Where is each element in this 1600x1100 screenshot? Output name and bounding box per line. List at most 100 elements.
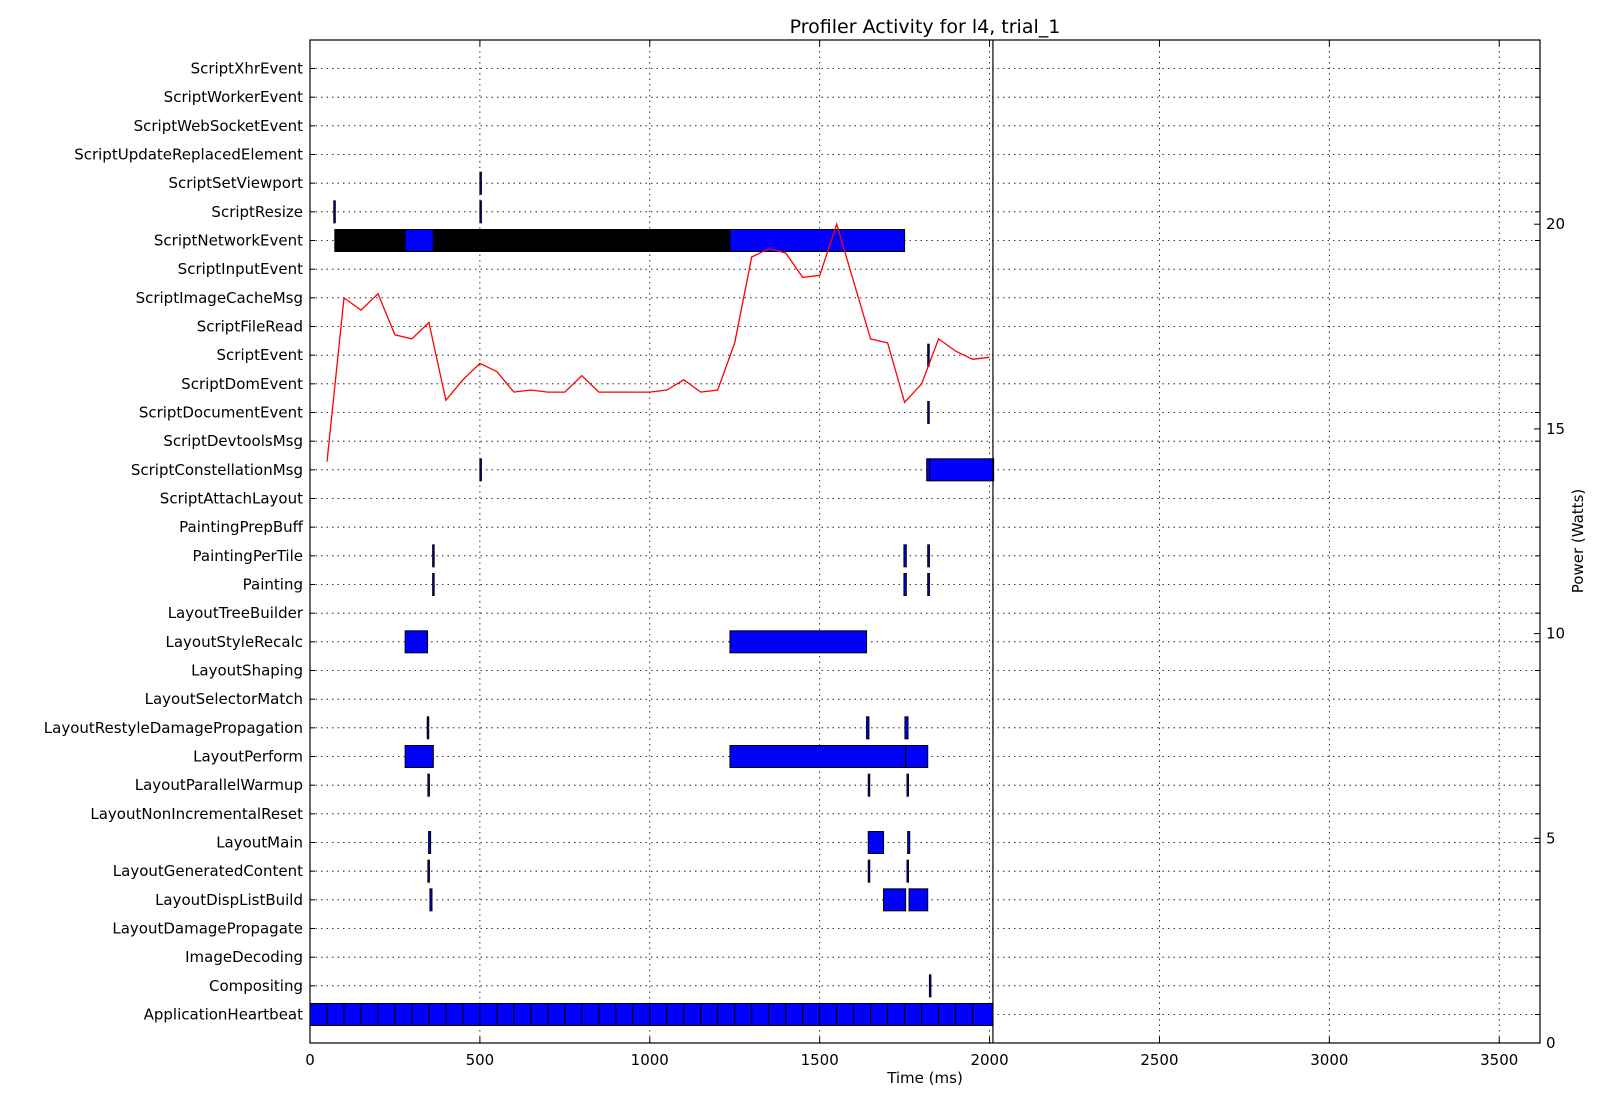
bar-script-network-event bbox=[334, 229, 406, 252]
power-line bbox=[326, 222, 990, 462]
category-label-layout-tree-builder: LayoutTreeBuilder bbox=[168, 604, 304, 622]
bar-application-heartbeat bbox=[836, 1003, 855, 1026]
x-axis-ticks: 0 500 1000 1500 2000 2500 3000 3500 bbox=[305, 40, 1518, 1069]
x-tick-label: 2000 bbox=[970, 1051, 1008, 1069]
bar-application-heartbeat bbox=[428, 1003, 447, 1026]
bar-application-heartbeat bbox=[683, 1003, 702, 1026]
bar-application-heartbeat bbox=[479, 1003, 498, 1026]
bar-script-resize bbox=[333, 200, 336, 224]
x-tick-label: 3000 bbox=[1310, 1051, 1348, 1069]
power-axis-label: Power (Watts) bbox=[1569, 489, 1587, 593]
bar-application-heartbeat bbox=[360, 1003, 379, 1026]
bar-script-document-event bbox=[927, 401, 930, 424]
x-tick-label: 1000 bbox=[631, 1051, 669, 1069]
x-tick-label: 2500 bbox=[1140, 1051, 1178, 1069]
bar-application-heartbeat bbox=[819, 1003, 838, 1026]
bar-application-heartbeat bbox=[530, 1003, 549, 1026]
category-label-painting-prep-buff: PaintingPrepBuff bbox=[179, 518, 303, 536]
bar-application-heartbeat bbox=[394, 1003, 413, 1026]
bar-application-heartbeat bbox=[445, 1003, 464, 1026]
power-tick-label: 0 bbox=[1546, 1034, 1556, 1052]
category-label-painting: Painting bbox=[243, 576, 303, 594]
bar-application-heartbeat bbox=[887, 1003, 906, 1026]
category-label-layout-perform: LayoutPerform bbox=[193, 748, 303, 766]
bar-layout-generated-content bbox=[906, 859, 909, 883]
power-series bbox=[326, 222, 990, 462]
bar-application-heartbeat bbox=[326, 1003, 345, 1026]
plot-frame bbox=[309, 39, 1541, 1044]
bar-application-heartbeat bbox=[717, 1003, 736, 1026]
category-label-application-heartbeat: ApplicationHeartbeat bbox=[144, 1006, 304, 1024]
bar-layout-generated-content bbox=[867, 859, 871, 883]
x-tick-label: 500 bbox=[466, 1051, 495, 1069]
bar-application-heartbeat bbox=[411, 1003, 430, 1026]
category-label-script-network-event: ScriptNetworkEvent bbox=[154, 232, 303, 250]
category-label-layout-main: LayoutMain bbox=[216, 834, 303, 852]
bar-application-heartbeat bbox=[547, 1003, 566, 1026]
bar-application-heartbeat bbox=[700, 1003, 719, 1026]
bar-script-network-event bbox=[404, 229, 434, 252]
bar-application-heartbeat bbox=[972, 1003, 994, 1026]
bar-application-heartbeat bbox=[751, 1003, 770, 1026]
bar-application-heartbeat bbox=[666, 1003, 685, 1026]
bar-application-heartbeat bbox=[768, 1003, 787, 1026]
bar-application-heartbeat bbox=[734, 1003, 753, 1026]
power-tick-label: 10 bbox=[1546, 625, 1565, 643]
bar-layout-style-recalc bbox=[404, 630, 429, 654]
bar-layout-main bbox=[867, 831, 885, 854]
bar-application-heartbeat bbox=[377, 1003, 396, 1026]
bar-painting-per-tile bbox=[903, 544, 907, 568]
category-label-script-set-viewport: ScriptSetViewport bbox=[169, 174, 304, 192]
category-label-script-event: ScriptEvent bbox=[217, 346, 304, 364]
power-tick-label: 15 bbox=[1546, 420, 1565, 438]
bar-layout-parallel-warmup bbox=[906, 773, 909, 797]
bar-layout-perform bbox=[404, 745, 434, 768]
bar-application-heartbeat bbox=[870, 1003, 889, 1026]
bar-application-heartbeat bbox=[853, 1003, 872, 1026]
bar-application-heartbeat bbox=[802, 1003, 821, 1026]
x-axis-label: Time (ms) bbox=[886, 1069, 963, 1087]
category-label-layout-parallel-warmup: LayoutParallelWarmup bbox=[135, 776, 303, 794]
bar-painting-per-tile bbox=[927, 544, 930, 568]
category-label-script-document-event: ScriptDocumentEvent bbox=[139, 404, 303, 422]
category-label-image-decoding: ImageDecoding bbox=[185, 948, 303, 966]
bar-application-heartbeat bbox=[513, 1003, 532, 1026]
bar-layout-main bbox=[907, 831, 911, 854]
bar-layout-generated-content bbox=[427, 859, 430, 883]
x-tick-label: 3500 bbox=[1480, 1051, 1518, 1069]
category-label-script-worker-event: ScriptWorkerEvent bbox=[164, 88, 303, 106]
category-label-layout-style-recalc: LayoutStyleRecalc bbox=[166, 633, 304, 651]
category-label-layout-damage-propagate: LayoutDamagePropagate bbox=[112, 920, 303, 938]
x-tick-label: 0 bbox=[305, 1051, 315, 1069]
bar-application-heartbeat bbox=[496, 1003, 515, 1026]
bar-script-set-viewport bbox=[479, 171, 482, 195]
category-label-layout-generated-content: LayoutGeneratedContent bbox=[113, 862, 303, 880]
bar-script-network-event bbox=[729, 229, 906, 252]
category-label-script-attach-layout: ScriptAttachLayout bbox=[160, 490, 303, 508]
bar-layout-main bbox=[428, 831, 432, 854]
activity-bars bbox=[309, 171, 995, 1026]
power-tick-label: 20 bbox=[1546, 215, 1565, 233]
category-label-script-constellation-msg: ScriptConstellationMsg bbox=[131, 461, 303, 479]
bar-application-heartbeat bbox=[309, 1003, 328, 1026]
bar-application-heartbeat bbox=[955, 1003, 974, 1026]
category-label-script-input-event: ScriptInputEvent bbox=[178, 260, 303, 278]
category-label-script-xhr-event: ScriptXhrEvent bbox=[191, 60, 304, 78]
bar-application-heartbeat bbox=[785, 1003, 804, 1026]
category-label-script-file-read: ScriptFileRead bbox=[197, 318, 303, 336]
category-label-layout-selector-match: LayoutSelectorMatch bbox=[145, 690, 303, 708]
bar-application-heartbeat bbox=[343, 1003, 362, 1026]
category-label-layout-shaping: LayoutShaping bbox=[191, 662, 303, 680]
bar-application-heartbeat bbox=[598, 1003, 617, 1026]
category-label-script-dom-event: ScriptDomEvent bbox=[181, 375, 303, 393]
bar-painting-per-tile bbox=[432, 544, 435, 568]
bar-script-resize bbox=[479, 200, 482, 224]
bar-layout-perform bbox=[905, 745, 929, 768]
category-label-painting-per-tile: PaintingPerTile bbox=[193, 547, 304, 565]
bar-application-heartbeat bbox=[462, 1003, 481, 1026]
category-label-layout-non-incremental-reset: LayoutNonIncrementalReset bbox=[90, 805, 303, 823]
bar-application-heartbeat bbox=[921, 1003, 940, 1026]
category-label-script-web-socket-event: ScriptWebSocketEvent bbox=[134, 117, 304, 135]
bar-layout-restyle-damage-propagation bbox=[866, 716, 870, 740]
category-label-script-image-cache-msg: ScriptImageCacheMsg bbox=[136, 289, 303, 307]
